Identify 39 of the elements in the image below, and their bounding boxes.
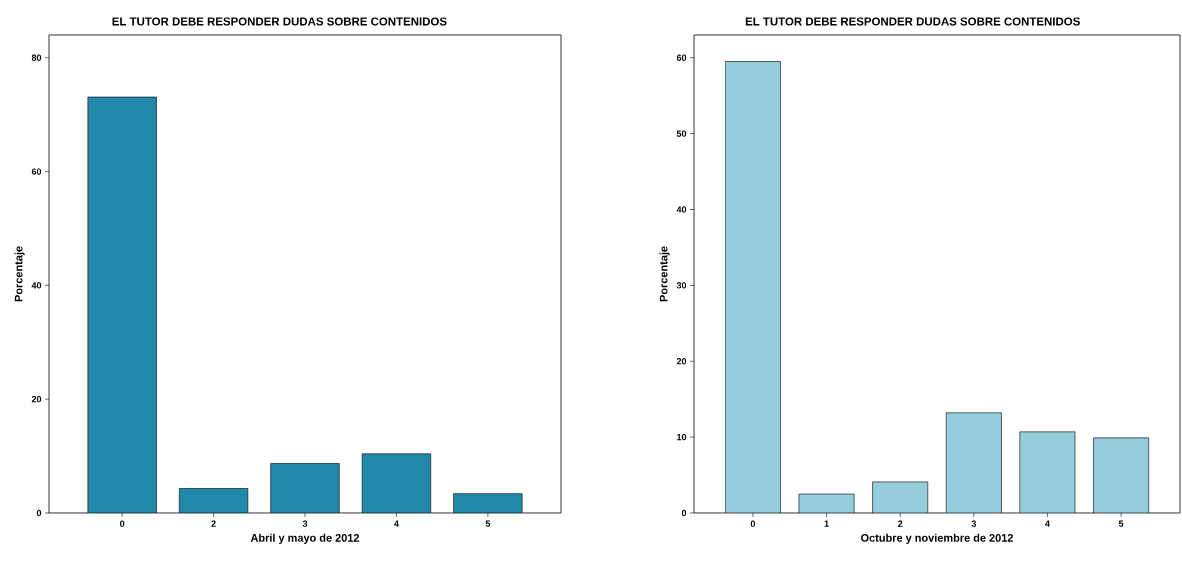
chart-title: EL TUTOR DEBE RESPONDER DUDAS SOBRE CONTENIDOS xyxy=(112,17,447,26)
bar xyxy=(1093,437,1150,513)
chart-title: EL TUTOR DEBE RESPONDER DUDAS SOBRE CONTENIDOS xyxy=(745,17,1080,26)
bar xyxy=(453,493,523,513)
y-tick-label: 0 xyxy=(681,509,687,517)
x-tick-label: 0 xyxy=(120,520,125,527)
bar xyxy=(725,61,781,513)
x-tick-label: 5 xyxy=(485,520,491,527)
y-tick-label: 10 xyxy=(677,433,687,441)
bar xyxy=(362,453,431,513)
x-tick-label: 3 xyxy=(302,520,308,527)
y-tick-label: 60 xyxy=(31,168,42,175)
x-tick-label: 3 xyxy=(971,520,976,527)
y-axis-title: Porcentaje xyxy=(14,246,25,302)
bar xyxy=(1019,431,1076,513)
bar xyxy=(946,412,1002,513)
y-tick-label: 20 xyxy=(31,396,42,403)
x-tick-label: 4 xyxy=(394,520,399,527)
x-tick-label: 2 xyxy=(211,520,216,527)
x-tick-label: 4 xyxy=(1045,520,1050,527)
y-tick-label: 30 xyxy=(676,282,687,289)
y-tick-label: 50 xyxy=(676,130,687,137)
x-axis-title: Octubre y noviembre de 2012 xyxy=(861,533,1013,544)
bar xyxy=(178,488,249,513)
y-tick-label: 60 xyxy=(676,54,687,61)
bar xyxy=(270,463,340,513)
y-tick-label: 80 xyxy=(31,54,42,61)
y-tick-label: 0 xyxy=(36,509,42,517)
y-tick-label: 40 xyxy=(31,282,42,289)
y-tick-label: 20 xyxy=(676,358,687,365)
x-tick-label: 2 xyxy=(898,520,903,527)
y-axis-title: Porcentaje xyxy=(659,246,670,302)
x-tick-label: 0 xyxy=(750,520,756,527)
x-tick-label: 5 xyxy=(1118,520,1124,527)
bar xyxy=(872,481,928,513)
y-tick-label: 40 xyxy=(676,206,687,213)
bar xyxy=(87,96,157,513)
x-axis-title: Abril y mayo de 2012 xyxy=(250,533,360,544)
x-tick-label: 1 xyxy=(824,520,829,527)
